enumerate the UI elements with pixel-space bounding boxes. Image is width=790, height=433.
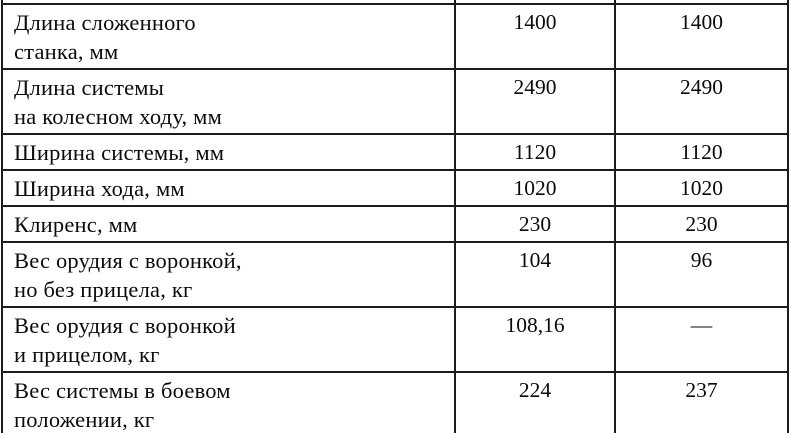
param-label: Ширина системы, мм [1, 133, 456, 171]
table-row: Клиренс, мм 230 230 [1, 205, 789, 243]
param-value-2: 2490 [614, 68, 789, 135]
param-label: Длина системы на колесном ходу, мм [1, 68, 456, 135]
param-value-1: 2490 [454, 68, 616, 135]
param-value-1: 1400 [454, 3, 616, 70]
param-value-1: 224 [454, 371, 616, 433]
table-row-partial-top [1, 0, 789, 5]
table-row: Вес системы в боевом положении, кг 224 2… [1, 371, 789, 433]
param-value-2: 1400 [614, 3, 789, 70]
param-value-1: 230 [454, 205, 616, 243]
table-row: Вес орудия с воронкой и прицелом, кг 108… [1, 306, 789, 373]
param-label: Клиренс, мм [1, 205, 456, 243]
param-label: Ширина хода, мм [1, 169, 456, 207]
param-value-2: 230 [614, 205, 789, 243]
param-value-2: — [614, 306, 789, 373]
table-row: Ширина хода, мм 1020 1020 [1, 169, 789, 207]
param-value-1: 1020 [454, 169, 616, 207]
partial-cell [614, 0, 789, 5]
param-label: Длина сложенного станка, мм [1, 3, 456, 70]
partial-cell [1, 0, 456, 5]
param-label: Вес системы в боевом положении, кг [1, 371, 456, 433]
param-label: Вес орудия с воронкой и прицелом, кг [1, 306, 456, 373]
param-value-1: 104 [454, 241, 616, 308]
param-label: Вес орудия с воронкой, но без прицела, к… [1, 241, 456, 308]
param-value-2: 96 [614, 241, 789, 308]
param-value-1: 1120 [454, 133, 616, 171]
param-value-1: 108,16 [454, 306, 616, 373]
table-row: Длина сложенного станка, мм 1400 1400 [1, 3, 789, 70]
partial-cell [454, 0, 616, 5]
param-value-2: 1020 [614, 169, 789, 207]
param-value-2: 237 [614, 371, 789, 433]
table-row: Ширина системы, мм 1120 1120 [1, 133, 789, 171]
param-value-2: 1120 [614, 133, 789, 171]
table-row: Вес орудия с воронкой, но без прицела, к… [1, 241, 789, 308]
table-row: Длина системы на колесном ходу, мм 2490 … [1, 68, 789, 135]
